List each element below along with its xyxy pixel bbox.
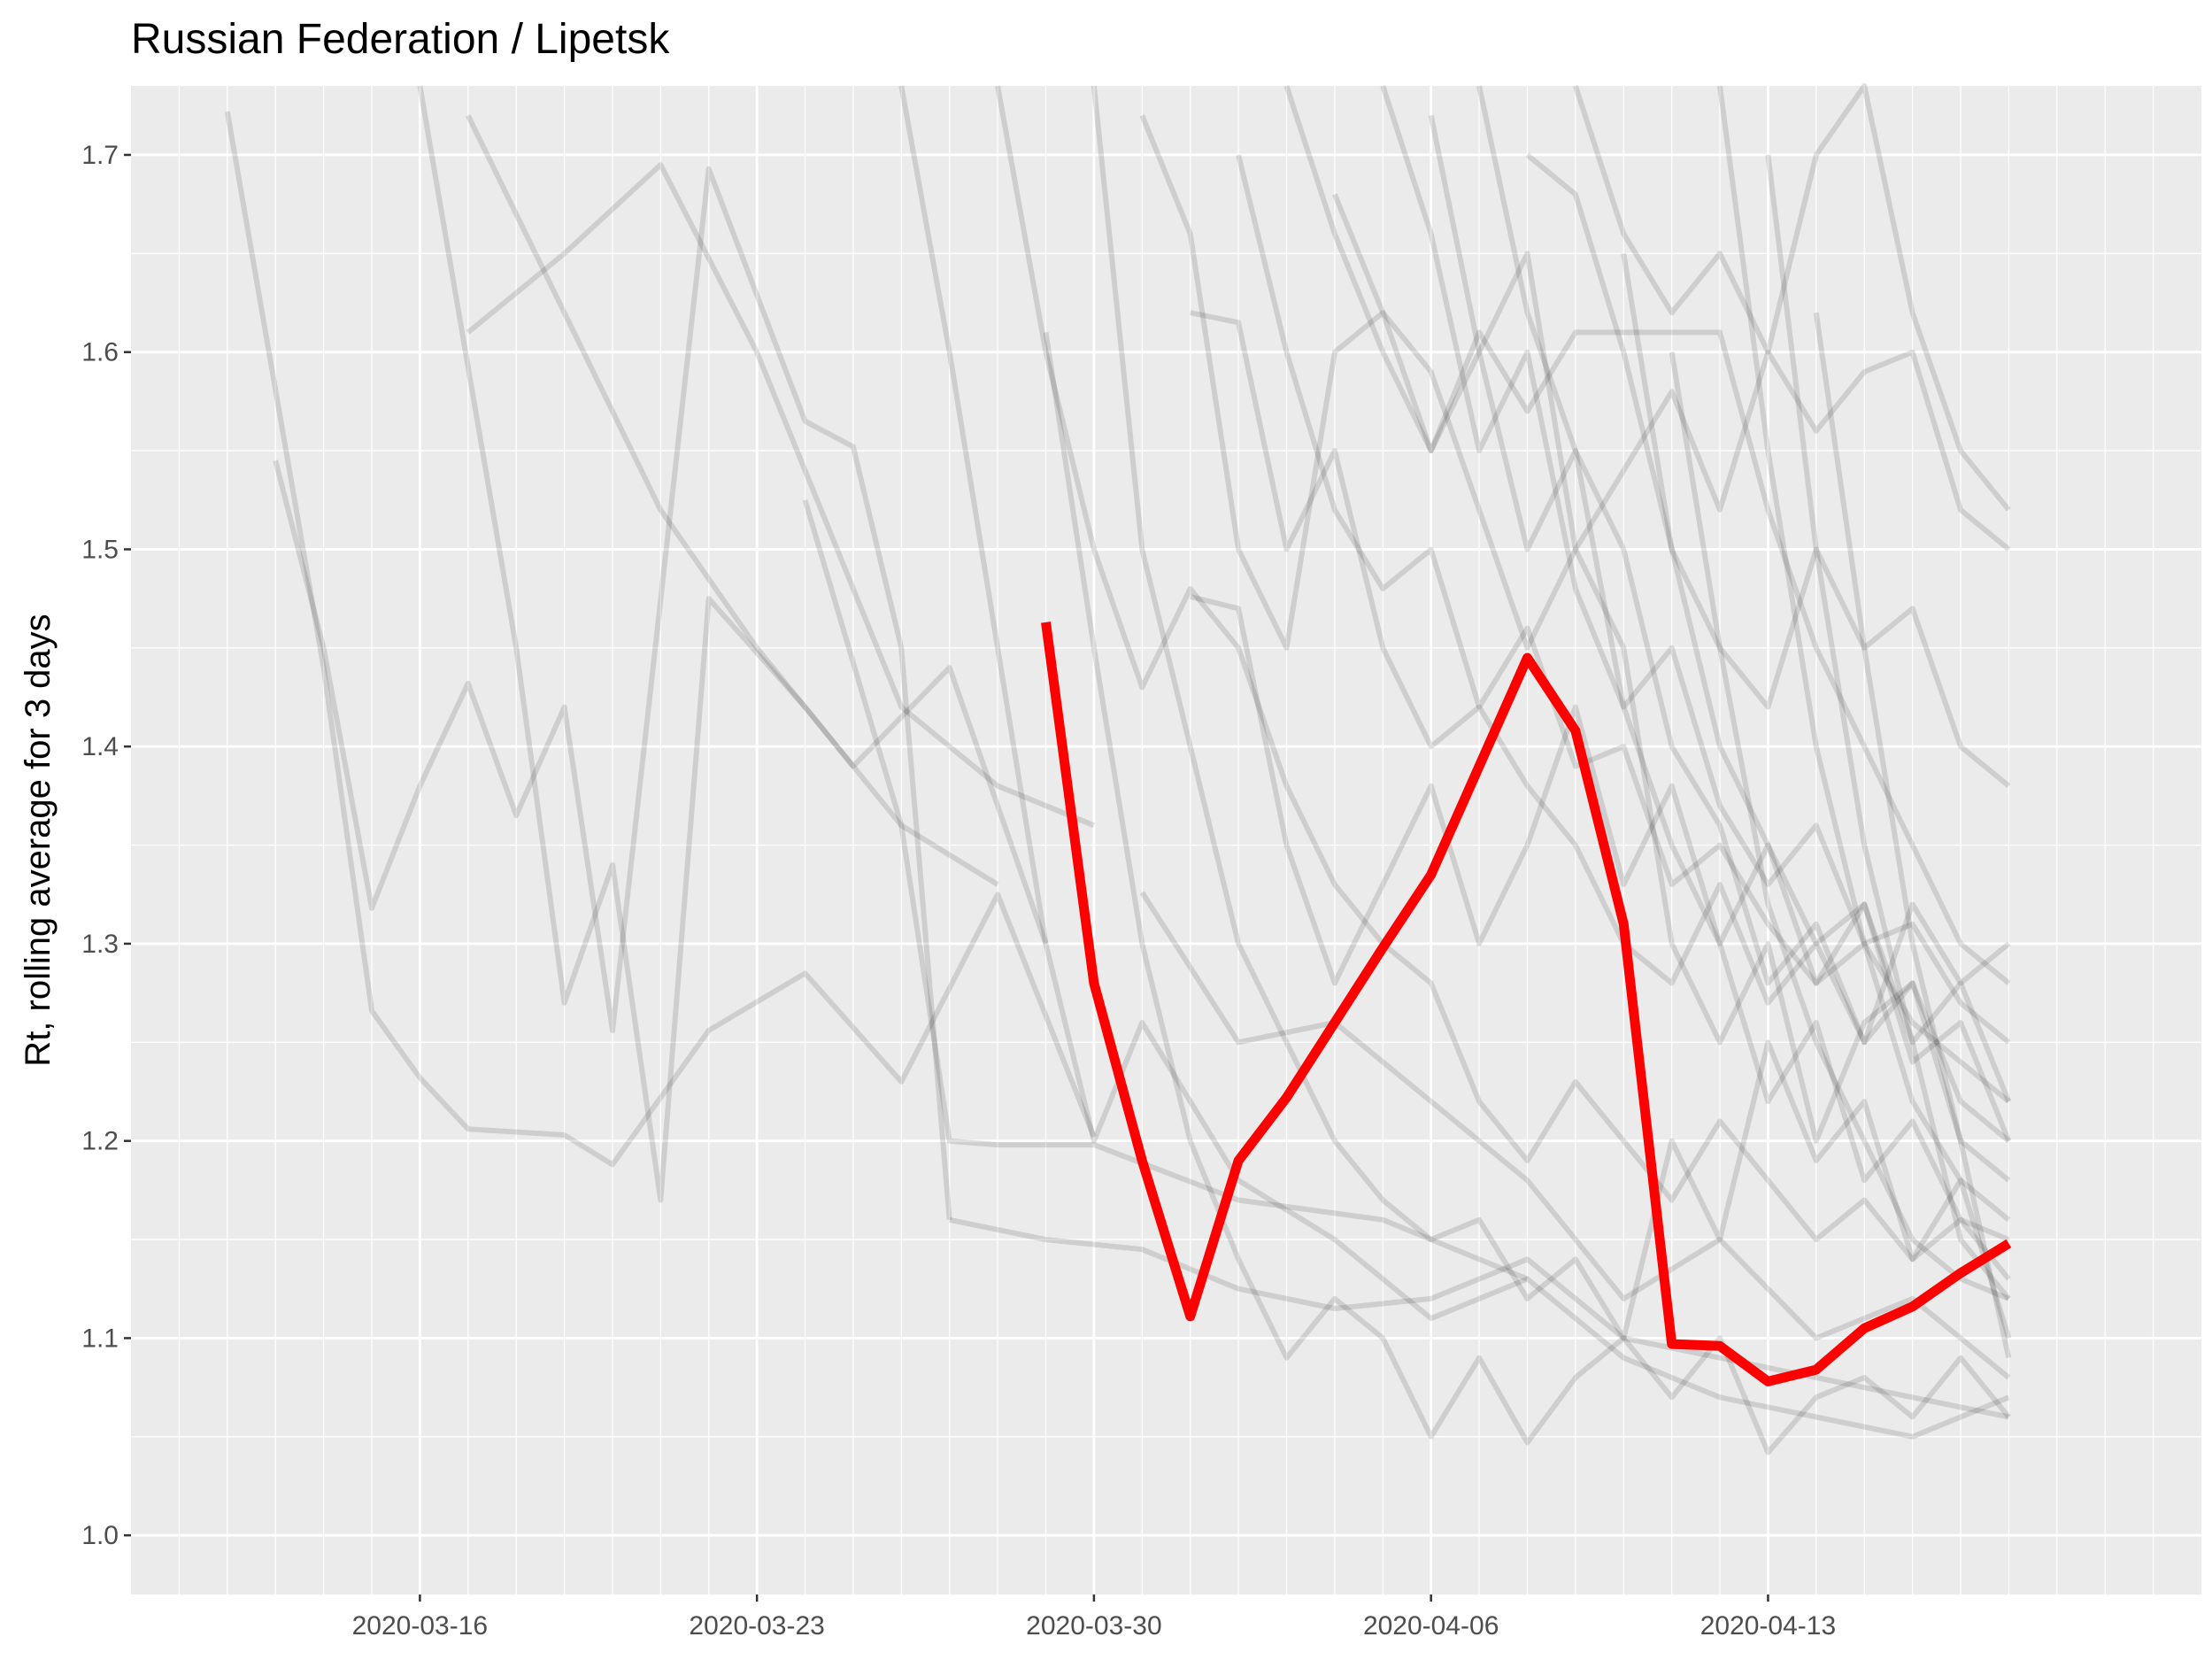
y-axis-label: Rt, rolling average for 3 days [19,614,58,1066]
background-series-line [1189,593,2012,1103]
background-series-line [1190,310,2011,1046]
plot-panel [131,86,2201,1594]
background-series-line [1573,83,2011,512]
x-tick-label: 2020-04-13 [1700,1611,1836,1641]
background-series-line [1765,154,2011,1301]
background-series-line [995,85,2011,1281]
background-series-line [1139,891,2011,1380]
background-series-line [1525,152,2011,789]
background-series-line [949,1216,2009,1420]
background-series-group [224,83,2012,1455]
y-tick-label: 1.0 [81,1521,119,1550]
background-series-line [1283,85,2011,985]
x-axis: 2020-03-16 2020-03-23 2020-03-30 2020-04-06… [352,1594,1836,1641]
background-series-line [1091,85,2011,1341]
y-tick-label: 1.1 [81,1324,119,1353]
background-series-line [417,85,999,1203]
background-series-line [1669,351,2010,1301]
background-series-line [1043,331,2011,1455]
background-series-line [1813,312,2012,1359]
background-series-line [466,162,1096,829]
x-tick-label: 2020-03-16 [352,1611,488,1641]
background-series-line [1717,85,2012,1340]
background-series-line [802,498,1529,1282]
background-series-line [466,114,1049,945]
background-series-line [1428,114,2010,1242]
chart-title: Russian Federation / Lipetsk [131,16,670,63]
background-series-line [273,166,952,1221]
highlight-series-line [1041,622,2012,1386]
minor-gridlines [131,86,2201,1594]
background-series-line [1621,252,2012,1142]
y-tick-label: 1.6 [81,338,119,367]
background-series-line [1332,193,2011,651]
y-tick-label: 1.7 [81,141,119,170]
x-tick-label: 2020-04-06 [1363,1611,1499,1641]
highlight-series-group [1041,622,2012,1386]
y-tick-label: 1.3 [81,930,119,959]
background-series-line [1380,85,2011,1045]
x-tick-label: 2020-03-30 [1026,1611,1161,1641]
background-series-line [1139,114,2011,1144]
y-tick-label: 1.4 [81,732,119,761]
y-axis: 1.0 1.1 1.2 1.3 1.4 1.5 1.6 1.7 [81,141,131,1550]
y-tick-label: 1.2 [81,1127,119,1156]
background-series-line [1476,85,2011,1183]
background-series-line [224,111,1097,1168]
background-series-line [1236,154,2011,1104]
y-tick-label: 1.5 [81,535,119,564]
x-tick-label: 2020-03-23 [689,1611,824,1641]
background-series-line [898,85,2010,1440]
